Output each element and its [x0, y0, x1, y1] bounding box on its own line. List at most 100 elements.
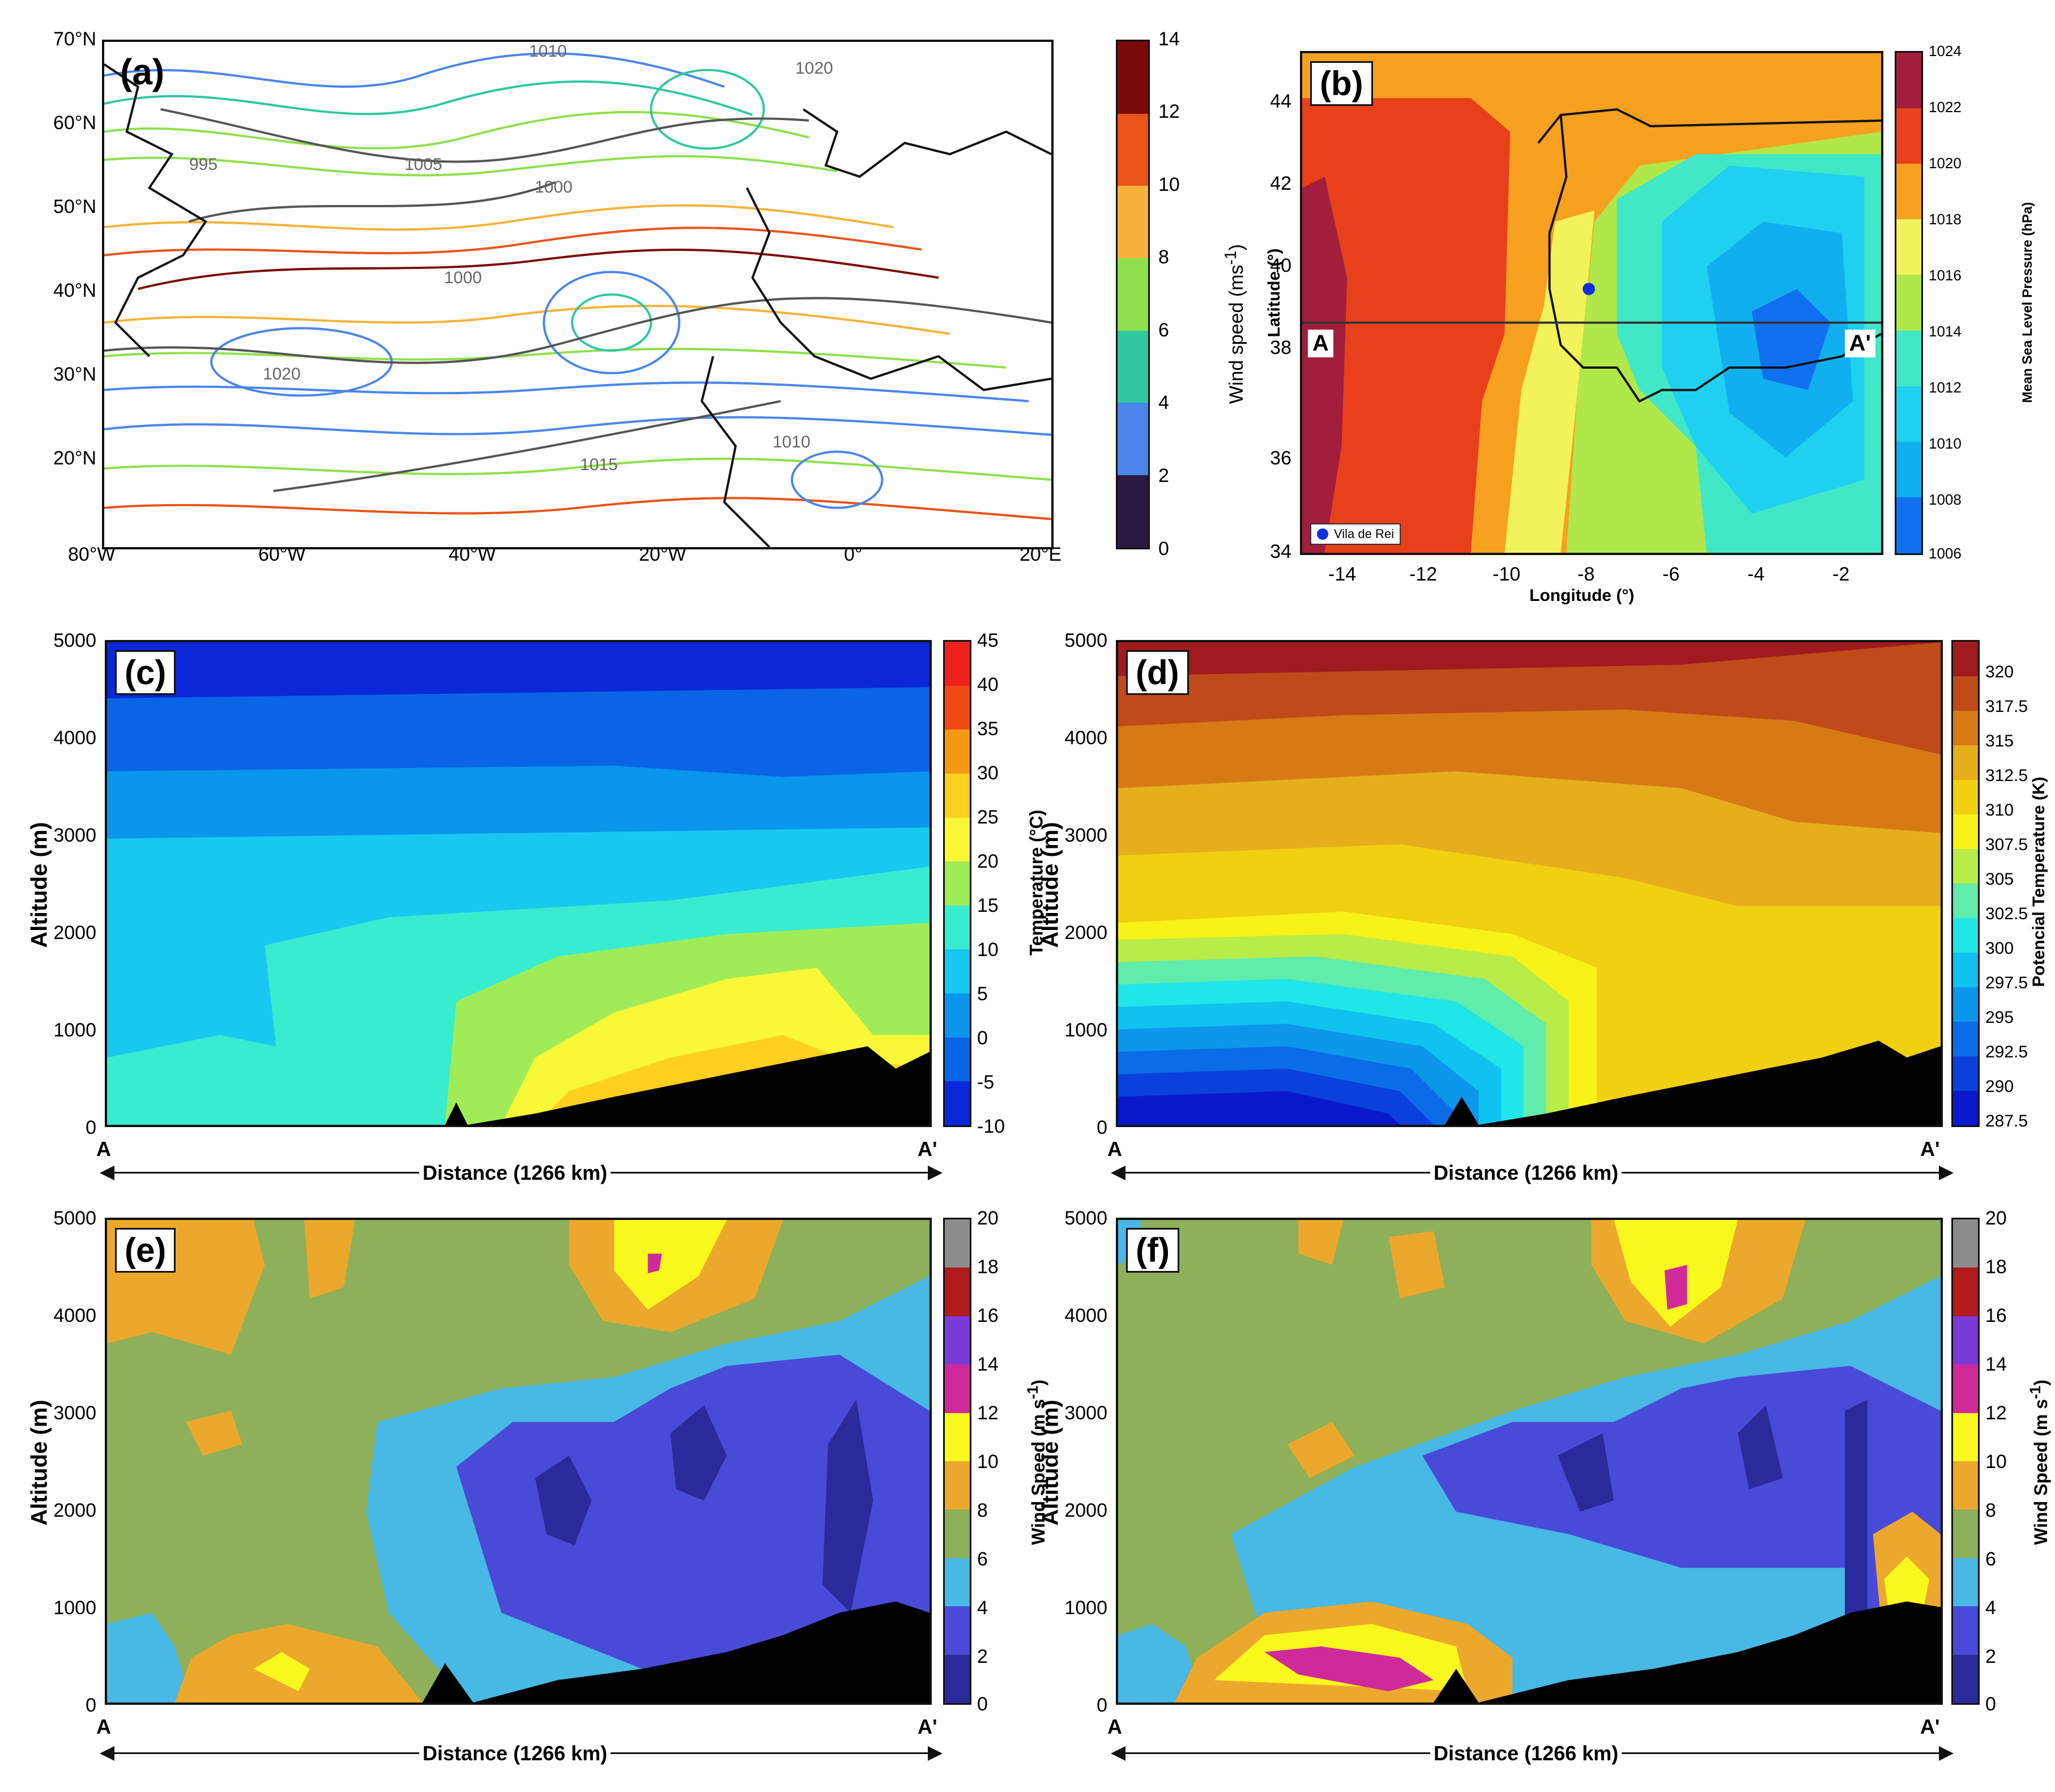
lon-tick: -2	[1832, 564, 1850, 585]
section-start-label: A	[1107, 1715, 1122, 1738]
panel-c-ylabel: Altitude (m)	[27, 822, 52, 948]
cbar-tick: 12	[977, 1402, 999, 1424]
cbar-tick: 302.5	[1985, 904, 2028, 923]
cbar-tick: 10	[1158, 174, 1180, 195]
cbar-tick: 14	[977, 1354, 999, 1375]
panel-a: 1010 1005 1000 1000 1020 1015 1010 995 1…	[0, 0, 1133, 578]
y-tick: 5000	[1064, 630, 1107, 651]
cbar-tick: 6	[977, 1548, 988, 1570]
isobar-label: 1010	[773, 433, 811, 451]
distance-label: Distance (1266 km)	[419, 1161, 611, 1185]
cbar-tick: 290	[1985, 1077, 2014, 1096]
panel-letter: (c)	[115, 650, 176, 695]
panel-d-section: (d)	[1116, 640, 1943, 1127]
cbar-tick: 25	[977, 807, 999, 828]
isobar-label: 1015	[580, 455, 618, 474]
lat-tick: 42	[1270, 173, 1291, 194]
lon-tick: -12	[1409, 564, 1438, 585]
wind-speed-section-f	[1118, 1220, 1941, 1703]
y-tick: 1000	[1064, 1019, 1107, 1041]
y-tick: 4000	[1064, 727, 1107, 749]
cbar-tick: 4	[1158, 392, 1169, 413]
cbar-tick: 2	[1158, 465, 1169, 487]
cbar-tick: 4	[977, 1597, 988, 1619]
cbar-tick: 320	[1985, 663, 2014, 681]
isobar-label: 995	[189, 155, 218, 174]
arrow-left-icon	[100, 1746, 114, 1761]
panel-e-ylabel: Altitude (m)	[27, 1400, 52, 1526]
legend: Vila de Rei	[1310, 523, 1401, 545]
cbar-tick: 0	[977, 1027, 988, 1049]
panel-a-map: 1010 1005 1000 1000 1020 1015 1010 995 1…	[102, 40, 1054, 549]
cbar-tick: 297.5	[1985, 974, 2028, 992]
lat-tick: 40	[1270, 255, 1291, 276]
arrow-right-icon	[928, 1746, 943, 1761]
cbar-tick: 0	[1985, 1693, 1996, 1715]
lon-tick: -4	[1747, 564, 1765, 585]
y-tick: 0	[86, 1695, 96, 1716]
lon-tick: 20°E	[1020, 544, 1062, 565]
y-tick: 0	[1097, 1117, 1107, 1138]
cbar-tick: 20	[977, 851, 999, 872]
panel-b-map: (b) A A' Vila de Rei	[1300, 51, 1883, 555]
section-end-label: A'	[918, 1137, 937, 1160]
section-end-label: A'	[1844, 330, 1875, 357]
cbar-tick: 1008	[1929, 491, 1962, 508]
cbar-tick: 10	[977, 939, 999, 961]
lat-tick: 70°N	[53, 28, 96, 50]
cbar-tick: 20	[1985, 1208, 2007, 1229]
isobar-label: 1000	[535, 178, 573, 197]
y-tick: 2000	[1064, 922, 1107, 944]
cbar-tick: 292.5	[1985, 1043, 2028, 1061]
cbar-tick: 1022	[1929, 99, 1962, 116]
y-tick: 5000	[53, 1208, 96, 1229]
cbar-tick: 16	[977, 1305, 999, 1326]
y-tick: 2000	[53, 922, 96, 944]
y-tick: 0	[1097, 1695, 1107, 1716]
cbar-tick: 6	[1158, 319, 1169, 341]
lat-tick: 40°N	[53, 280, 96, 301]
location-marker-icon	[1317, 528, 1328, 540]
cbar-tick: 0	[1158, 538, 1169, 560]
cbar-tick: 295	[1985, 1008, 2014, 1027]
cbar-tick: 14	[1158, 28, 1180, 50]
cbar-tick: -5	[977, 1072, 995, 1093]
cbar-tick: 312.5	[1985, 766, 2028, 785]
cbar-tick: 15	[977, 895, 999, 916]
isobar-label: 1020	[263, 365, 301, 383]
y-tick: 2000	[53, 1500, 96, 1521]
section-start-label: A	[1107, 1137, 1122, 1160]
lat-tick: 20°N	[53, 447, 96, 469]
panel-b-xlabel: Longitude (°)	[1529, 586, 1635, 605]
y-tick: 3000	[53, 1402, 96, 1424]
y-tick: 3000	[53, 825, 96, 846]
cbar-tick: 310	[1985, 801, 2014, 820]
distance-label: Distance (1266 km)	[419, 1742, 611, 1765]
colorbar-d-label: Potencial Temperature (K)	[2030, 776, 2048, 987]
lat-tick: 44	[1270, 91, 1291, 112]
panel-b-ylabel: Latitude (°)	[1265, 248, 1284, 338]
y-tick: 2000	[1064, 1500, 1107, 1521]
colorbar-b-label: Mean Sea Level Pressure (hPa)	[2020, 202, 2035, 403]
lon-tick: -10	[1493, 564, 1521, 585]
distance-axis: Distance (1266 km)	[1111, 1742, 1954, 1765]
cbar-tick: 40	[977, 674, 999, 696]
lon-tick: 60°W	[258, 544, 306, 565]
arrow-right-icon	[1939, 1166, 1954, 1180]
section-end-label: A'	[1920, 1137, 1940, 1160]
lat-tick: 38	[1270, 337, 1291, 359]
y-tick: 1000	[53, 1597, 96, 1619]
cbar-tick: 10	[977, 1451, 999, 1473]
y-tick: 4000	[53, 1305, 96, 1326]
cbar-tick: 8	[977, 1500, 988, 1521]
colorbar-c	[943, 640, 971, 1127]
cbar-tick: 317.5	[1985, 697, 2028, 716]
panel-letter: (e)	[115, 1228, 176, 1273]
colorbar-f	[1951, 1218, 1980, 1705]
wind-speed-section-e	[107, 1220, 930, 1703]
cbar-tick: 4	[1985, 1597, 1996, 1619]
colorbar-f-label: Wind Speed (m s-1)	[2027, 1379, 2051, 1545]
panel-d-ylabel: Altitude (m)	[1038, 822, 1063, 948]
lat-tick: 30°N	[53, 364, 96, 385]
isobar-label: 1005	[404, 155, 442, 174]
